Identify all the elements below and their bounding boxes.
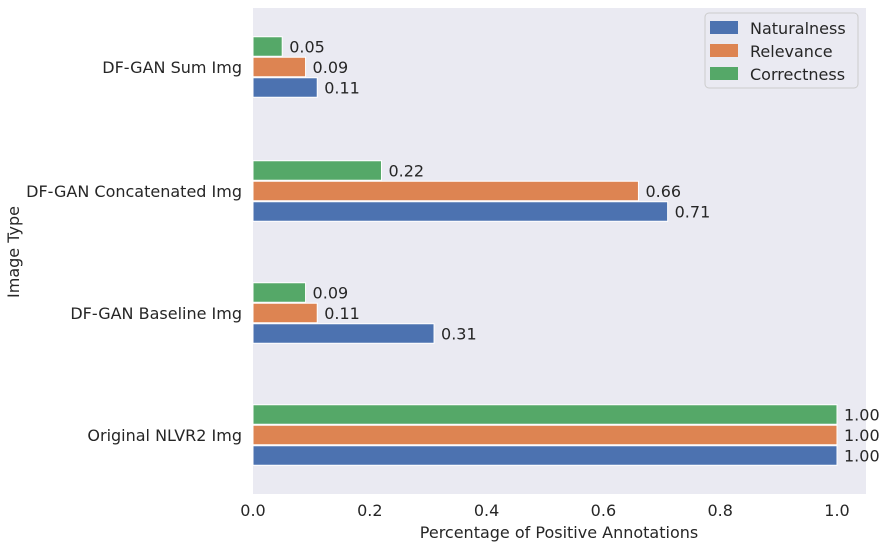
bar-correctness-0	[252, 404, 838, 425]
bar-naturalness-3	[252, 77, 318, 98]
x-tick-labels: 0.0 0.2 0.4 0.6 0.8 1.0	[240, 501, 849, 520]
legend-label-naturalness: Naturalness	[750, 19, 846, 38]
bars-group	[252, 36, 838, 466]
x-tick-label-4: 0.8	[707, 501, 732, 520]
value-label-correctness-3: 0.05	[289, 38, 325, 57]
y-tick-label-0: Original NLVR2 Img	[87, 426, 242, 445]
y-tick-labels: Original NLVR2 Img DF-GAN Baseline Img DF-…	[26, 58, 242, 445]
value-label-correctness-1: 0.09	[313, 284, 349, 303]
x-tick-label-0: 0.0	[240, 501, 265, 520]
legend-swatch-naturalness	[710, 21, 738, 34]
x-tick-label-5: 1.0	[824, 501, 849, 520]
legend-swatch-correctness	[710, 67, 738, 80]
legend-label-correctness: Correctness	[750, 65, 845, 84]
bar-relevance-1	[252, 302, 318, 324]
value-label-correctness-0: 1.00	[844, 406, 880, 425]
value-label-naturalness-1: 0.31	[441, 325, 477, 344]
y-tick-label-1: DF-GAN Baseline Img	[70, 304, 242, 323]
bar-relevance-2	[252, 180, 639, 202]
legend-label-relevance: Relevance	[750, 42, 833, 61]
bar-correctness-1	[252, 282, 307, 303]
legend-swatch-relevance	[710, 44, 738, 57]
value-labels-group: 1.001.001.000.310.110.090.710.660.220.11…	[289, 38, 879, 466]
bar-relevance-3	[252, 56, 307, 78]
x-tick-label-2: 0.4	[474, 501, 499, 520]
bar-naturalness-1	[252, 323, 435, 344]
value-label-relevance-2: 0.66	[645, 182, 681, 201]
x-tick-label-1: 0.2	[357, 501, 382, 520]
bar-correctness-2	[252, 160, 382, 181]
legend-box	[704, 12, 859, 89]
x-axis-title: Percentage of Positive Annotations	[420, 523, 698, 542]
bar-naturalness-2	[252, 201, 669, 222]
bar-correctness-3	[252, 36, 283, 57]
value-label-correctness-2: 0.22	[388, 162, 424, 181]
value-label-naturalness-0: 1.00	[844, 447, 880, 466]
bar-naturalness-0	[252, 445, 838, 466]
value-label-relevance-0: 1.00	[844, 426, 880, 445]
value-label-naturalness-2: 0.71	[675, 203, 711, 222]
legend: Naturalness Relevance Correctness	[704, 12, 859, 89]
y-tick-label-2: DF-GAN Concatenated Img	[26, 182, 242, 201]
value-label-relevance-3: 0.09	[313, 58, 349, 77]
x-tick-label-3: 0.6	[591, 501, 616, 520]
y-tick-label-3: DF-GAN Sum Img	[102, 58, 242, 77]
y-axis-title: Image Type	[4, 206, 23, 298]
bar-relevance-0	[252, 424, 838, 446]
value-label-relevance-1: 0.11	[324, 304, 360, 323]
value-label-naturalness-3: 0.11	[324, 79, 360, 98]
